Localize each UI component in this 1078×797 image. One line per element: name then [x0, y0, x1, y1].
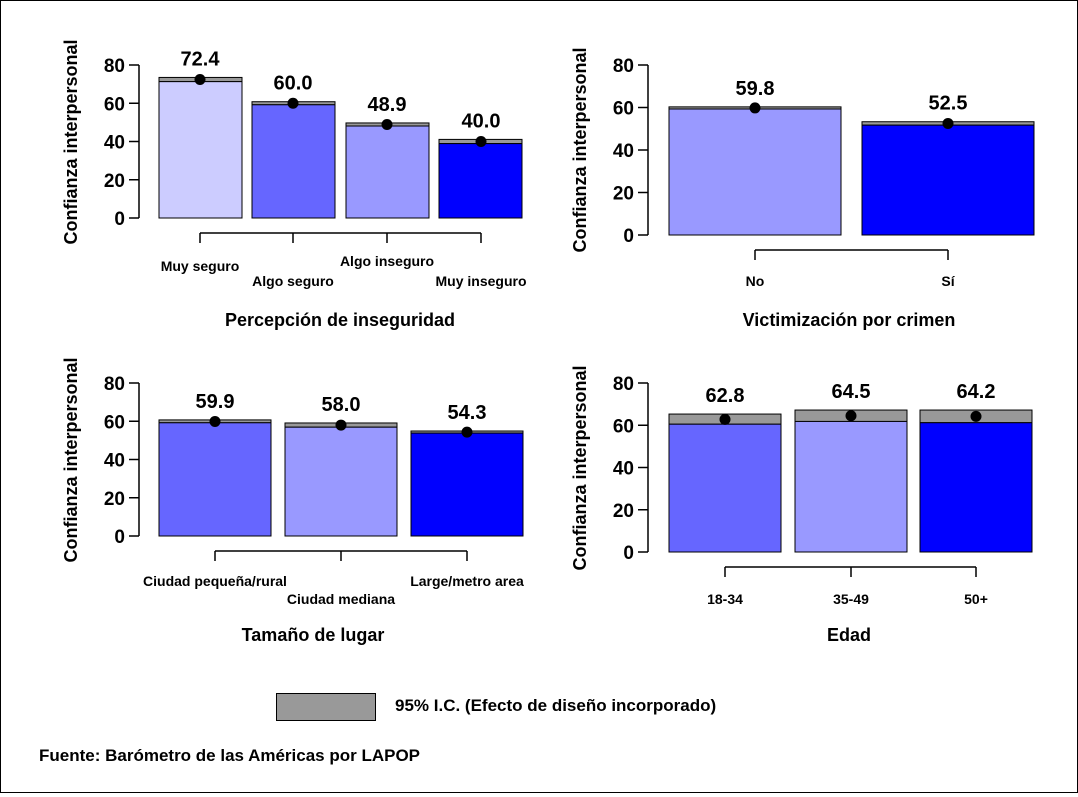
data-label: 59.9 [196, 391, 235, 413]
y-tick-label: 20 [104, 171, 125, 192]
x-tick-label: No [746, 273, 765, 289]
x-axis-title: Edad [827, 625, 871, 645]
legend-label: 95% I.C. (Efecto de diseño incorporado) [395, 696, 717, 715]
data-label: 54.3 [448, 402, 487, 424]
x-tick-label: Muy seguro [161, 258, 240, 274]
y-tick-label: 0 [623, 226, 634, 247]
x-tick-label: Large/metro area [410, 573, 524, 589]
chart-panel-4: 0 20 40 60 80 62.8 18-34 64.5 35-49 64.2 50+ Confia… [570, 365, 1033, 645]
y-tick-label: 60 [613, 416, 634, 437]
y-tick-label: 40 [613, 141, 634, 162]
point-estimate [461, 426, 473, 438]
y-tick-label: 20 [613, 184, 634, 205]
point-estimate [970, 410, 982, 422]
data-label: 52.5 [929, 93, 968, 115]
bar [284, 426, 398, 537]
y-axis-title: Confianza interpersonal [61, 39, 81, 244]
point-estimate [287, 97, 299, 109]
x-axis-title: Victimización por crimen [743, 310, 956, 330]
x-tick-label: 18-34 [707, 591, 743, 607]
bar [345, 125, 430, 219]
x-tick-label: Ciudad mediana [287, 591, 395, 607]
point-estimate [942, 117, 954, 129]
data-label: 58.0 [322, 394, 361, 416]
data-label: 59.8 [736, 78, 775, 100]
x-tick-label: Sí [941, 273, 955, 289]
x-tick-label: Muy inseguro [435, 273, 526, 289]
bar [668, 423, 782, 553]
x-tick-label: 50+ [964, 591, 988, 607]
data-label: 40.0 [462, 110, 501, 132]
y-tick-label: 0 [623, 543, 634, 564]
point-estimate [475, 136, 487, 147]
y-tick-label: 20 [104, 489, 125, 510]
source-note: Fuente: Barómetro de las Américas por LA… [39, 746, 421, 765]
data-label: 48.9 [368, 94, 407, 116]
y-tick-label: 80 [104, 56, 125, 77]
point-estimate [719, 413, 731, 425]
y-axis-title: Confianza interpersonal [570, 47, 590, 252]
data-label: 60.0 [274, 73, 313, 95]
y-tick-label: 0 [114, 209, 125, 230]
legend-swatch [276, 693, 376, 721]
point-estimate [209, 415, 221, 427]
bar [861, 124, 1035, 236]
y-tick-label: 60 [613, 99, 634, 120]
point-estimate [749, 102, 761, 114]
x-tick-label: Algo inseguro [340, 253, 434, 269]
y-tick-label: 20 [613, 501, 634, 522]
y-tick-label: 80 [613, 374, 634, 395]
data-label: 72.4 [181, 48, 221, 70]
y-tick-label: 40 [104, 133, 125, 154]
bar [410, 432, 524, 537]
y-axis-title: Confianza interpersonal [61, 357, 81, 562]
y-tick-label: 0 [114, 527, 125, 548]
point-estimate [381, 118, 393, 130]
y-tick-label: 40 [104, 451, 125, 472]
y-tick-label: 60 [104, 412, 125, 433]
y-tick-label: 40 [613, 459, 634, 480]
point-estimate [335, 419, 347, 431]
x-tick-label: Ciudad pequeña/rural [143, 573, 287, 589]
y-tick-label: 80 [613, 56, 634, 77]
chart-panel-3: 0 20 40 60 80 59.9 Ciudad pequeña/rural 58.0 Ciu… [61, 357, 524, 645]
bar [668, 108, 842, 236]
point-estimate [845, 410, 857, 422]
bar [919, 422, 1033, 553]
y-tick-label: 80 [104, 374, 125, 395]
bar [251, 104, 336, 219]
bar [158, 422, 272, 537]
x-axis-title: Tamaño de lugar [242, 625, 385, 645]
bar [158, 81, 243, 219]
data-label: 64.2 [957, 381, 996, 403]
x-tick-label: Algo seguro [252, 273, 334, 289]
chart-panel-1: 0 20 40 60 80 72.4 Muy seguro 60.0 Algo seguro 48… [61, 39, 527, 330]
x-axis-title: Percepción de inseguridad [225, 310, 455, 330]
point-estimate [194, 74, 206, 86]
bar [438, 143, 523, 219]
y-axis-title: Confianza interpersonal [570, 365, 590, 570]
y-tick-label: 60 [104, 94, 125, 115]
bar [794, 420, 908, 553]
data-label: 62.8 [706, 385, 745, 407]
chart-panel-2: 0 20 40 60 80 59.8 No 52.5 Sí Confianza interpers… [570, 47, 1035, 330]
x-tick-label: 35-49 [833, 591, 869, 607]
data-label: 64.5 [832, 381, 871, 403]
